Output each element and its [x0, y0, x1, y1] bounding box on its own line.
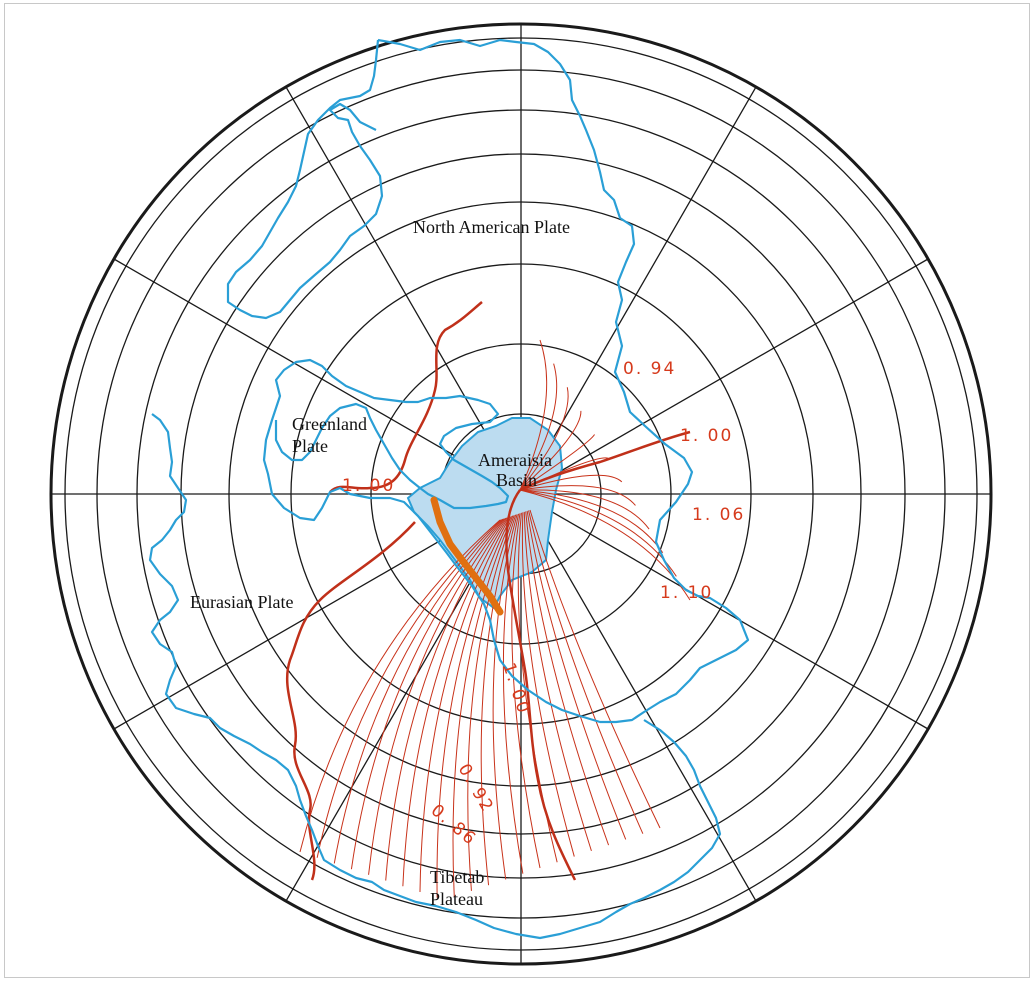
contour-line [316, 519, 502, 858]
ameraisia-basin [406, 417, 564, 610]
meridian-line [520, 86, 757, 495]
label-greenland-plate-line1: Greenland [292, 414, 367, 434]
spreading-ridge [430, 496, 504, 616]
contour-label-100-ne: 1. 00 [680, 426, 733, 446]
contour-label-094: 0. 94 [623, 359, 676, 379]
contour-100-northeast [519, 430, 691, 492]
contour-line [368, 517, 507, 875]
contour-label-110: 1. 10 [660, 583, 713, 603]
contour-line [525, 511, 610, 846]
label-tibetab-plateau-line2: Plateau [430, 889, 483, 909]
contour-line [523, 511, 592, 852]
meridian-line [285, 86, 522, 495]
contour-line [519, 387, 569, 491]
contour-100-south [505, 489, 577, 881]
contour-line [519, 474, 623, 491]
contour-line [402, 516, 509, 887]
contour-line [528, 510, 644, 834]
contour-line [519, 363, 558, 491]
contour-line [333, 518, 504, 864]
contour-line [519, 485, 636, 506]
meridian-line [520, 258, 929, 495]
label-ameraisia-basin-line1: Ameraisia [478, 450, 552, 470]
contour-100-west [329, 301, 483, 493]
contour-line [467, 515, 515, 891]
label-greenland-plate-line2: Plate [292, 436, 328, 456]
contour-line [519, 489, 664, 554]
contour-label-092: 0. 92 [454, 761, 498, 817]
contour-line [519, 410, 582, 491]
meridian-line [520, 493, 929, 730]
contour-line [502, 513, 524, 874]
contour-line [526, 510, 627, 840]
contour-line [519, 434, 595, 491]
contour-line [519, 489, 650, 530]
contour-lines [299, 339, 691, 898]
contour-line [480, 514, 517, 886]
contour-line [519, 339, 548, 491]
contour-line [419, 516, 511, 893]
label-north-american-plate: North American Plate [413, 217, 570, 237]
contour-line [385, 517, 508, 881]
graticule [49, 22, 993, 966]
contour-label-106: 1. 06 [692, 505, 745, 525]
contour-label-100-w: 1. 00 [342, 476, 395, 496]
label-eurasian-plate: Eurasian Plate [190, 592, 293, 612]
contour-line [521, 512, 575, 857]
contour-100-eurasia [285, 521, 416, 881]
continent-coastline [148, 38, 750, 940]
contour-line [529, 509, 661, 829]
contour-line [436, 515, 512, 898]
contour-line [350, 518, 505, 870]
meridian-line [113, 258, 522, 495]
label-ameraisia-basin-line2: Basin [496, 470, 537, 490]
contour-line [452, 515, 514, 897]
contour-major-lines [285, 301, 691, 881]
label-tibetab-plateau-line1: Tibetab [430, 867, 484, 887]
meridian-line [520, 493, 757, 902]
contour-line [511, 513, 541, 869]
